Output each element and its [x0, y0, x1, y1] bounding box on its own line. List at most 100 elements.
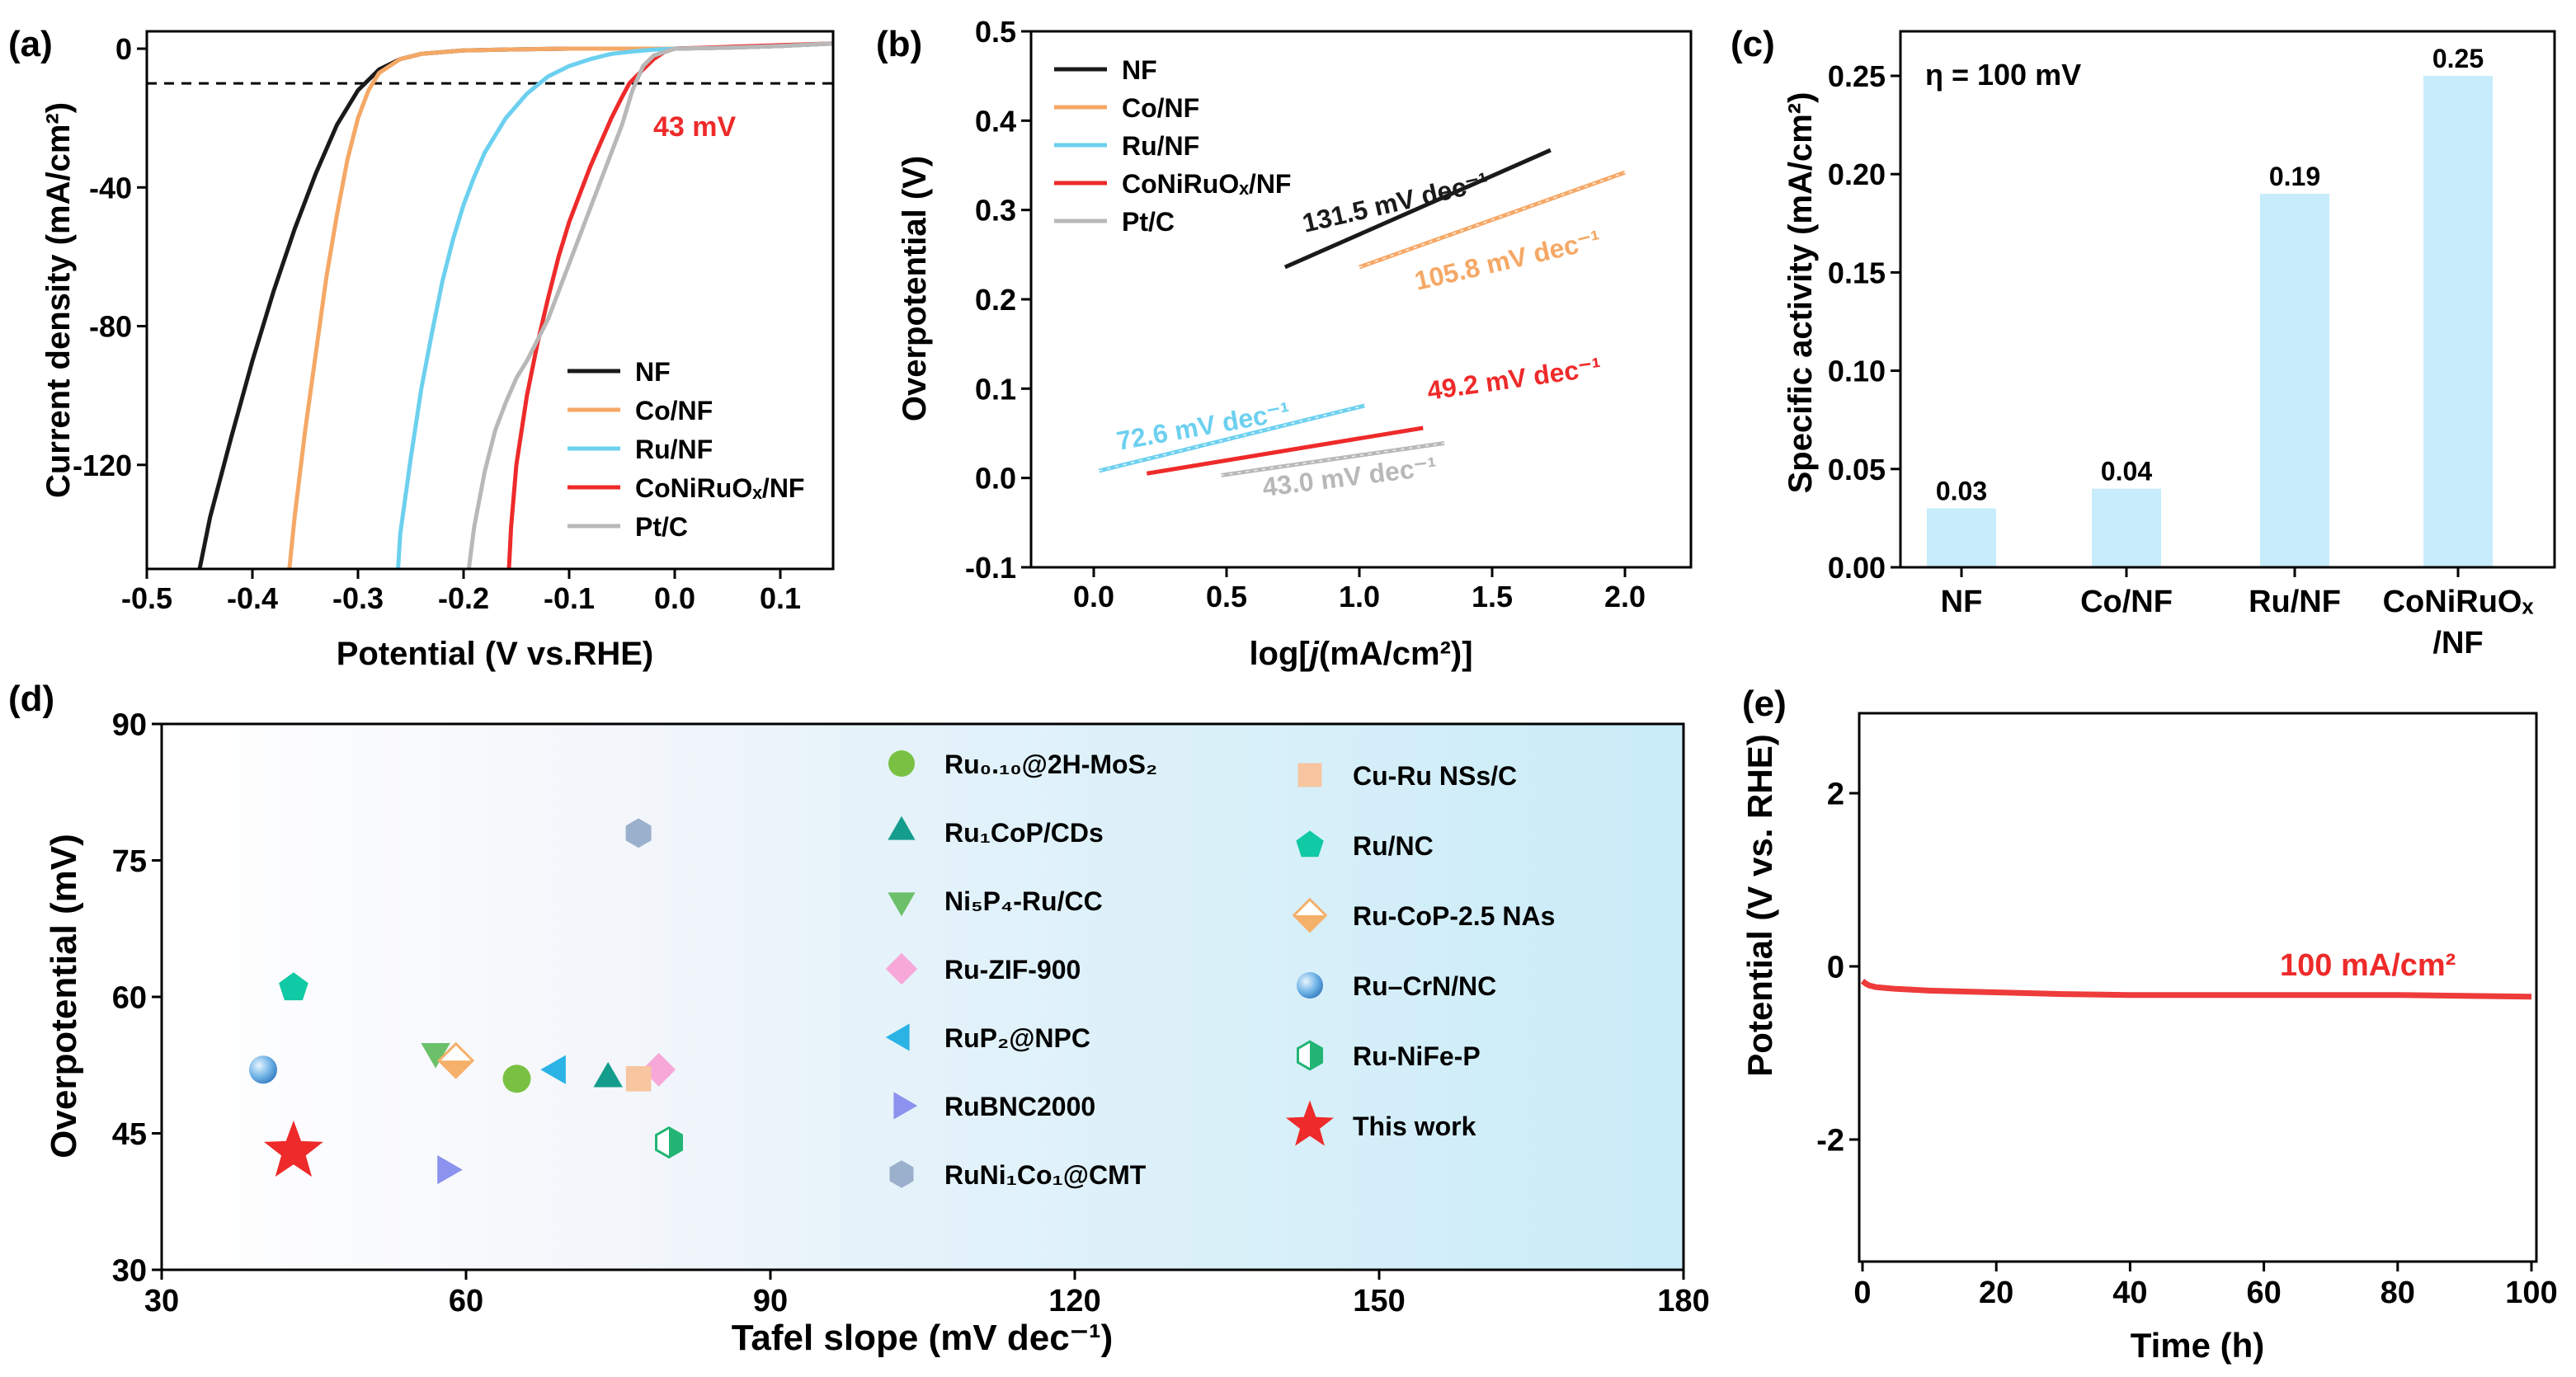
legend-label: Ru-ZIF-900 — [944, 955, 1081, 985]
point-niprucc — [421, 1043, 450, 1069]
series-line-ptc — [466, 41, 833, 569]
y-tick-label: 0.4 — [975, 104, 1016, 138]
x-tick-label: 0.0 — [1073, 580, 1114, 613]
plot-frame — [145, 30, 835, 571]
point-rubnc2000 — [437, 1155, 463, 1185]
legend-label: CoNiRuOₓ/NF — [1122, 169, 1291, 199]
legend: Ru₀.₁₀@2H-MoS₂ Ru₁CoP/CDs Ni₅P₄-Ru/CC Ru-ZI… — [885, 750, 1555, 1190]
x-tick-label: 40 — [2112, 1276, 2147, 1310]
panel-label: (c) — [1731, 24, 1775, 64]
y-tick-label: 0.25 — [1828, 59, 1886, 93]
point-runicocmt — [625, 818, 652, 848]
y-tick-label: 0.05 — [1828, 453, 1886, 486]
legend-label: Ru-CoP-2.5 NAs — [1353, 901, 1555, 931]
point-thiswork — [264, 1120, 323, 1177]
y-tick-label: 90 — [112, 708, 147, 743]
bar — [2092, 488, 2161, 567]
fit-line — [1098, 403, 1366, 473]
legend-label: Ru/NF — [635, 435, 713, 464]
point-runc — [279, 972, 308, 1001]
category-label-line2: /NF — [2432, 626, 2483, 660]
legend-label: Co/NF — [1122, 93, 1199, 123]
x-tick-label: 1.5 — [1472, 580, 1513, 613]
marker-shape — [264, 1120, 323, 1177]
marker-shape — [540, 1055, 566, 1084]
marker-half — [1293, 915, 1326, 932]
legend-label: Ni₅P₄-Ru/CC — [944, 886, 1103, 916]
x-axis-label: Tafel slope (mV dec⁻¹) — [732, 1318, 1114, 1358]
bar — [2260, 194, 2329, 568]
legend-label: Ru₀.₁₀@2H-MoS₂ — [944, 750, 1157, 779]
marker-shape — [888, 750, 915, 777]
x-tick-label: 80 — [2381, 1276, 2415, 1310]
x-axis-label: Time (h) — [2131, 1326, 2265, 1365]
point-rucop25nas — [437, 1041, 475, 1079]
legend-marker — [1292, 897, 1328, 933]
slope-label: 105.8 mV dec⁻¹ — [1411, 224, 1604, 296]
legend-label: CoNiRuOₓ/NF — [635, 473, 804, 503]
y-axis-label: Current density (mA/cm²) — [40, 102, 77, 498]
legend-label: RuP₂@NPC — [944, 1023, 1090, 1053]
legend-marker — [888, 815, 916, 840]
panel-c: (c) 0.03 0.04 0.19 0.25 NF Co/NF Ru/NF CoNiRuO… — [1731, 24, 2556, 660]
fit-line — [1146, 425, 1424, 476]
y-axis-label: Specific activity (mA/cm²) — [1782, 92, 1819, 494]
x-axis-label: log[j(mA/cm²)] — [1249, 636, 1472, 672]
x-tick-label: 20 — [1979, 1276, 2013, 1310]
bar-value-label: 0.04 — [2101, 457, 2152, 486]
marker-shape — [1297, 972, 1323, 999]
legend-label: Ru-NiFe-P — [1353, 1041, 1481, 1071]
bar-value-label: 0.19 — [2269, 162, 2320, 191]
marker-half — [439, 1060, 473, 1078]
y-tick-label: 0.1 — [975, 372, 1016, 406]
legend-marker — [885, 952, 918, 985]
panel-label: (a) — [8, 24, 53, 64]
x-tick-label: 150 — [1353, 1284, 1405, 1318]
y-tick-label: 0.15 — [1828, 256, 1886, 289]
legend-label: This work — [1353, 1111, 1476, 1141]
panel-d: (d) 30 60 90 120 150 180 30 45 60 75 90 Tafel slo… — [8, 679, 1710, 1358]
legend-label: NF — [1122, 55, 1157, 85]
panel-b: (b) 0.0 0.5 1.0 1.5 2.0 -0.1 0.0 0.1 0.2 0.3 0.4 0… — [876, 15, 1693, 672]
series-group — [1860, 979, 2532, 1000]
legend-marker — [1297, 763, 1322, 787]
legend-marker — [888, 892, 916, 917]
y-ticks: -0.1 0.0 0.1 0.2 0.3 0.4 0.5 — [965, 15, 1031, 585]
point-runifep — [655, 1126, 683, 1159]
legend-label: RuBNC2000 — [944, 1092, 1095, 1121]
legend-marker — [1286, 1100, 1334, 1146]
y-tick-label: -0.1 — [965, 551, 1016, 585]
y-tick-label: 2 — [1827, 778, 1844, 812]
y-tick-label: 0.5 — [975, 15, 1016, 49]
y-tick-label: 0 — [115, 32, 132, 66]
point-curunssc — [625, 1066, 652, 1092]
y-tick-label: -80 — [89, 310, 132, 344]
y-tick-label: 0.0 — [975, 462, 1016, 496]
y-tick-label: 0.10 — [1828, 355, 1886, 388]
marker-shape — [625, 1066, 652, 1092]
marker-shape — [502, 1064, 531, 1093]
y-ticks: 0 -40 -80 -120 — [73, 32, 147, 482]
marker-shape — [889, 1160, 914, 1188]
legend-label: Pt/C — [635, 512, 688, 542]
y-tick-label: 30 — [112, 1254, 147, 1289]
point-ru2hmos — [502, 1064, 531, 1093]
y-tick-label: 0.20 — [1828, 157, 1886, 191]
y-tick-label: 0.2 — [975, 283, 1016, 317]
legend-marker — [1297, 972, 1323, 999]
bar — [2423, 76, 2493, 567]
legend-label: RuNi₁Co₁@CMT — [944, 1160, 1147, 1190]
legend-marker — [1296, 830, 1324, 858]
series-group — [197, 41, 833, 569]
y-axis-label: Potential (V vs. RHE) — [1740, 734, 1779, 1076]
category-label: Co/NF — [2080, 585, 2173, 619]
bar — [1927, 508, 1996, 567]
category-label: Ru/NF — [2249, 585, 2341, 619]
plot-background — [162, 724, 1684, 1270]
marker-shape — [888, 815, 916, 840]
marker-shape — [893, 1092, 918, 1120]
y-axis-label: Overpotential (mV) — [44, 834, 84, 1158]
y-tick-label: 0.3 — [975, 194, 1016, 228]
legend: NF Co/NF Ru/NF CoNiRuOₓ/NF Pt/C — [567, 357, 804, 542]
